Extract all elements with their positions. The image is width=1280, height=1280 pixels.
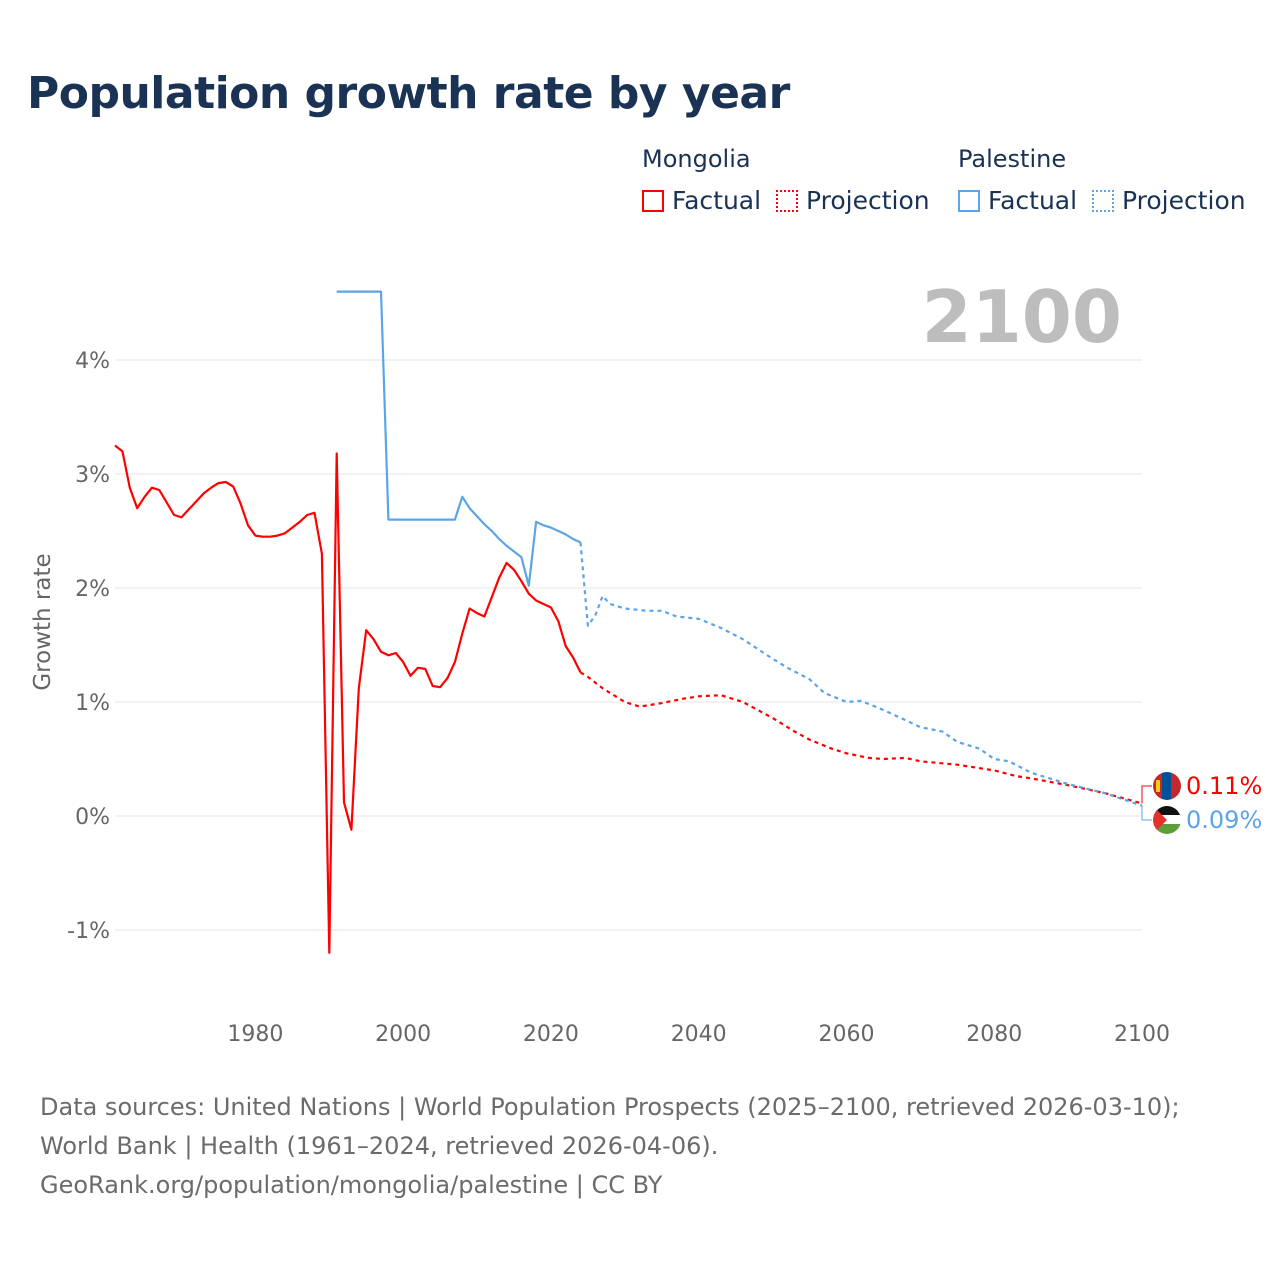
- legend-palestine-factual[interactable]: Factual: [958, 186, 1077, 215]
- legend-group-palestine: Palestine: [958, 145, 1067, 173]
- end-label-palestine: 0.09%: [1186, 806, 1262, 834]
- connector-palestine: [1141, 805, 1152, 821]
- plot-area: 2100 Growth rate -1% 0% 1% 2% 3% 4% 1980 2000 20…: [30, 275, 1262, 1047]
- flag-stripe: [1153, 824, 1181, 834]
- series-line-palestine-projection: [579, 542, 1143, 807]
- end-label-mongolia: 0.11%: [1186, 772, 1262, 800]
- legend-mongolia-projection[interactable]: Projection: [776, 186, 930, 215]
- legend-palestine-projection[interactable]: Projection: [1092, 186, 1246, 215]
- x-tick-label: 1980: [227, 1022, 283, 1047]
- credit-link[interactable]: GeoRank.org/population/mongolia/palestin…: [40, 1171, 663, 1199]
- x-tick-label: 2080: [966, 1022, 1022, 1047]
- legend-swatch-dotted: [776, 189, 798, 212]
- y-tick-label: -1%: [67, 919, 110, 944]
- series-line-mongolia-factual: [114, 444, 582, 954]
- year-watermark: 2100: [922, 275, 1122, 359]
- y-tick-label: 4%: [75, 349, 110, 374]
- flag-triangle: [1153, 806, 1167, 834]
- x-tick-label: 2040: [671, 1022, 727, 1047]
- legend-swatch-solid: [642, 189, 664, 212]
- y-tick-label: 1%: [75, 691, 110, 716]
- legend-swatch-dotted: [1092, 189, 1114, 212]
- legend-swatch-solid: [958, 189, 980, 212]
- chart-title: Population growth rate by year: [27, 68, 790, 119]
- flag-stripe: [1153, 806, 1181, 816]
- y-tick-label: 0%: [75, 805, 110, 830]
- flag-stripe: [1162, 772, 1172, 800]
- x-tick-label: 2060: [818, 1022, 874, 1047]
- mongolia-flag-icon: [1153, 772, 1181, 800]
- footer: Data sources: United Nations | World Pop…: [40, 1088, 1240, 1205]
- legend-label: Factual: [672, 186, 762, 215]
- flag-soyombo: [1156, 780, 1160, 792]
- connector-mongolia: [1141, 785, 1152, 804]
- y-tick-label: 3%: [75, 463, 110, 488]
- y-tick-label: 2%: [75, 577, 110, 602]
- x-tick-label: 2000: [375, 1022, 431, 1047]
- x-tick-label: 2020: [523, 1022, 579, 1047]
- series-line-palestine-factual: [336, 290, 581, 587]
- legend-label: Projection: [806, 186, 930, 215]
- data-sources: Data sources: United Nations | World Pop…: [40, 1093, 1180, 1160]
- legend-label: Factual: [988, 186, 1078, 215]
- y-axis-label: Growth rate: [30, 553, 56, 690]
- series-line-mongolia-projection: [579, 671, 1143, 805]
- x-tick-label: 2100: [1114, 1022, 1170, 1047]
- palestine-flag-icon: [1153, 806, 1181, 834]
- legend-group-mongolia: Mongolia: [642, 145, 751, 173]
- legend-mongolia-factual[interactable]: Factual: [642, 186, 761, 215]
- flag-stripe: [1171, 772, 1181, 800]
- legend-label: Projection: [1122, 186, 1246, 215]
